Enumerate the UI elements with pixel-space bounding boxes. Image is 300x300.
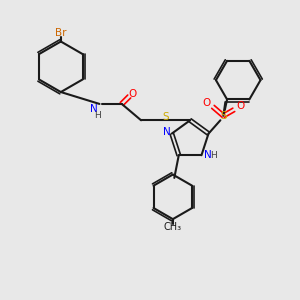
Text: H: H [211,151,217,160]
Text: N: N [163,127,170,137]
Text: CH₃: CH₃ [164,223,182,232]
Text: O: O [202,98,211,108]
Text: H: H [94,111,101,120]
Text: N: N [90,104,98,114]
Text: N: N [204,150,212,160]
Text: S: S [220,111,227,121]
Text: S: S [162,112,169,122]
Text: Br: Br [55,28,67,38]
Text: O: O [236,101,244,111]
Text: O: O [128,88,136,98]
